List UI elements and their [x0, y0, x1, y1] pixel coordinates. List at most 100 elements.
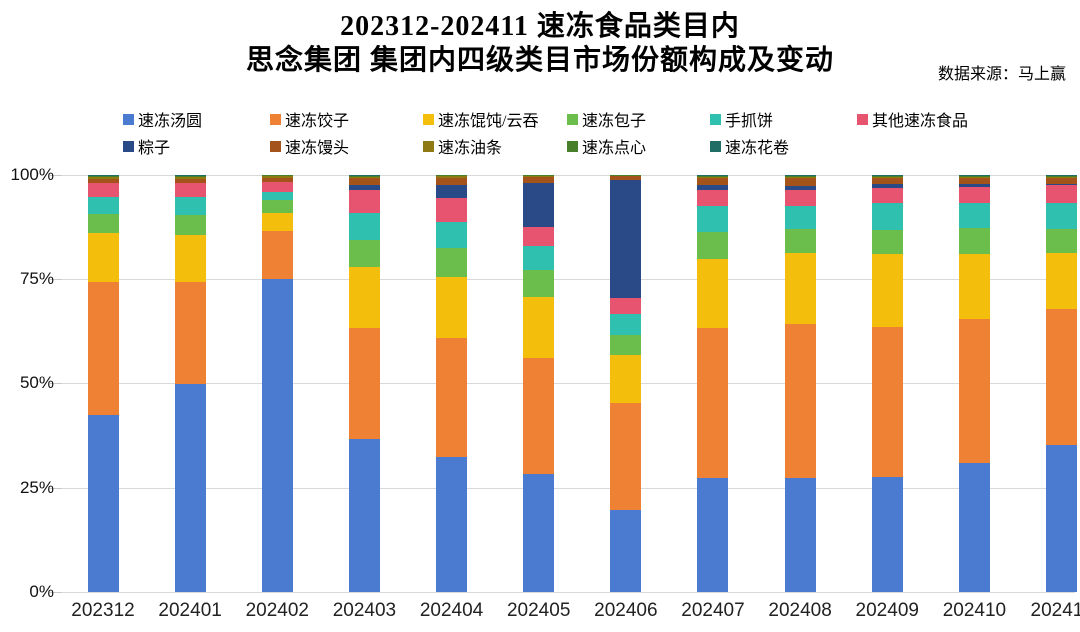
segment-粽子 — [436, 185, 468, 199]
segment-速冻点心 — [261, 175, 293, 177]
segment-速冻饺子 — [958, 318, 990, 463]
segment-手抓饼 — [348, 213, 380, 241]
segment-速冻汤圆 — [1046, 444, 1078, 592]
legend-item-1: 速冻汤圆 — [123, 110, 203, 130]
bar-202409 — [871, 175, 903, 592]
x-axis-label-202405: 202405 — [506, 599, 571, 621]
segment-速冻馒头 — [871, 177, 903, 185]
segment-速冻饺子 — [697, 328, 729, 479]
segment-速冻饺子 — [871, 327, 903, 478]
bar-202410 — [958, 175, 990, 592]
segment-速冻馒头 — [610, 176, 642, 180]
legend-label: 速冻馄饨/云吞 — [438, 113, 539, 130]
segment-粽子 — [348, 185, 380, 191]
segment-手抓饼 — [871, 203, 903, 231]
legend-swatch-icon — [710, 113, 721, 125]
legend-label: 速冻馒头 — [285, 140, 350, 157]
segment-速冻点心 — [87, 175, 119, 178]
segment-速冻汤圆 — [610, 510, 642, 592]
bar-202411 — [1046, 175, 1078, 592]
legend-label: 速冻汤圆 — [138, 113, 203, 130]
x-axis-label-202410: 202410 — [942, 599, 1007, 621]
bar-202404 — [436, 175, 468, 592]
segment-其他速冻食品 — [610, 298, 642, 314]
legend-swatch-icon — [857, 113, 868, 125]
segment-手抓饼 — [87, 196, 119, 215]
legend-item-10: 速冻点心 — [567, 137, 646, 157]
segment-速冻花卷 — [87, 175, 119, 176]
segment-速冻油条 — [87, 177, 119, 179]
segment-其他速冻食品 — [174, 183, 206, 198]
bar-202403 — [348, 175, 380, 592]
segment-速冻馄饨/云吞 — [697, 259, 729, 329]
y-axis-tick — [50, 279, 62, 281]
segment-速冻馄饨/云吞 — [784, 252, 816, 325]
segment-手抓饼 — [958, 203, 990, 229]
segment-速冻馄饨/云吞 — [871, 254, 903, 328]
segment-粽子 — [958, 184, 990, 187]
segment-速冻馒头 — [174, 178, 206, 183]
segment-速冻油条 — [958, 176, 990, 178]
segment-速冻包子 — [348, 240, 380, 268]
segment-其他速冻食品 — [523, 226, 555, 246]
segment-速冻馄饨/云吞 — [1046, 252, 1078, 309]
legend-item-9: 速冻油条 — [423, 137, 502, 157]
segment-速冻馒头 — [523, 177, 555, 184]
x-axis-label-202406: 202406 — [594, 599, 658, 621]
segment-速冻油条 — [1046, 176, 1078, 178]
gridline-50% — [62, 383, 1075, 385]
segment-速冻包子 — [958, 228, 990, 255]
segment-速冻花卷 — [697, 175, 729, 176]
segment-速冻馒头 — [348, 178, 380, 186]
y-axis-tick — [50, 487, 62, 489]
legend-swatch-icon — [567, 113, 578, 125]
segment-粽子 — [871, 184, 903, 188]
segment-速冻汤圆 — [174, 384, 206, 592]
segment-速冻汤圆 — [784, 477, 816, 592]
x-axis-label-202407: 202407 — [681, 599, 745, 621]
legend-item-5: 手抓饼 — [710, 110, 773, 130]
legend-swatch-icon — [270, 113, 281, 125]
bar-202406 — [610, 175, 642, 592]
segment-速冻花卷 — [958, 175, 990, 176]
segment-粽子 — [523, 183, 555, 227]
segment-速冻花卷 — [1046, 175, 1078, 176]
legend-item-4: 速冻包子 — [567, 110, 646, 130]
y-axis-label-50%: 50% — [19, 373, 54, 393]
segment-速冻饺子 — [174, 281, 206, 385]
segment-速冻饺子 — [610, 402, 642, 511]
segment-速冻油条 — [348, 176, 380, 179]
bar-202312 — [87, 175, 119, 592]
segment-速冻点心 — [174, 175, 206, 178]
segment-速冻汤圆 — [261, 279, 293, 592]
segment-速冻包子 — [1046, 228, 1078, 253]
segment-速冻油条 — [174, 177, 206, 179]
segment-其他速冻食品 — [348, 190, 380, 214]
legend-swatch-icon — [423, 140, 434, 152]
segment-速冻包子 — [697, 232, 729, 260]
y-axis-tick — [50, 175, 62, 176]
legend-item-2: 速冻饺子 — [270, 110, 350, 130]
segment-速冻馒头 — [958, 177, 990, 185]
segment-速冻点心 — [1046, 175, 1078, 177]
segment-速冻包子 — [436, 247, 468, 278]
segment-速冻包子 — [261, 199, 293, 213]
x-axis-label-202401: 202401 — [158, 599, 222, 621]
segment-手抓饼 — [610, 313, 642, 335]
segment-速冻汤圆 — [87, 414, 119, 592]
segment-速冻饺子 — [1046, 308, 1078, 445]
segment-手抓饼 — [784, 205, 816, 230]
legend-swatch-icon — [710, 140, 721, 152]
y-axis-label-100%: 100% — [10, 165, 54, 184]
segment-其他速冻食品 — [1046, 184, 1078, 203]
segment-速冻馒头 — [784, 177, 816, 186]
legend-label: 速冻花卷 — [725, 140, 790, 157]
chart-title-line2: 思念集团 集团内四级类目市场份额构成及变动 — [245, 45, 834, 76]
legend-swatch-icon — [123, 140, 134, 152]
segment-速冻馒头 — [697, 177, 729, 186]
segment-粽子 — [1046, 183, 1078, 185]
segment-速冻饺子 — [348, 327, 380, 440]
segment-速冻馄饨/云吞 — [261, 212, 293, 232]
gridline-25% — [62, 487, 1075, 489]
legend-label: 速冻饺子 — [285, 113, 350, 130]
